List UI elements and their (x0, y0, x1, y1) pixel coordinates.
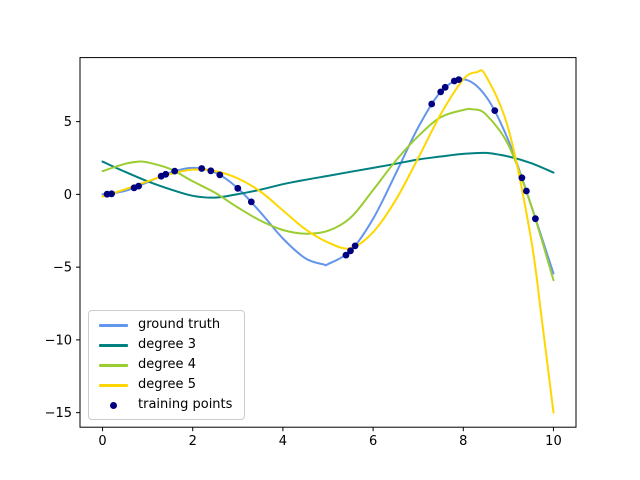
y-tick-label: −5 (53, 261, 72, 276)
dot-icon (110, 401, 117, 409)
y-tick-label: 5 (64, 115, 72, 130)
line-icon (99, 383, 128, 387)
legend-item-degree-5: degree 5 (99, 378, 232, 392)
series-line-degree-3 (101, 151, 555, 199)
training-point (437, 88, 445, 96)
training-point (207, 167, 215, 175)
x-tick-label: 4 (279, 434, 287, 449)
legend-line-swatch-icon (99, 363, 128, 367)
training-point (342, 251, 350, 259)
legend-label: degree 3 (138, 337, 196, 352)
legend-item-ground-truth: ground truth (99, 318, 232, 332)
legend-line-swatch-icon (99, 383, 128, 387)
line-icon (99, 363, 128, 367)
training-point (532, 215, 539, 223)
x-tick-label: 10 (545, 434, 562, 449)
legend-dot-swatch-icon (99, 401, 128, 409)
y-tick-label: −15 (45, 406, 72, 421)
series-line-degree-4 (101, 107, 555, 282)
training-point (171, 167, 179, 175)
x-tick-label: 6 (369, 434, 377, 449)
training-point (518, 174, 526, 182)
legend-label: degree 5 (138, 377, 196, 392)
x-tick-label: 2 (189, 434, 197, 449)
legend-label: degree 4 (138, 357, 196, 372)
training-point (108, 190, 115, 198)
line-icon (99, 343, 128, 347)
training-point (216, 171, 224, 179)
y-tick-label: −10 (45, 333, 72, 348)
legend-line-swatch-icon (99, 343, 128, 347)
training-point (455, 76, 463, 83)
training-point (523, 187, 530, 195)
legend: ground truth degree 3 degree 4 degree 5 trai… (88, 310, 246, 420)
series-line-ground-truth (101, 78, 555, 275)
legend-label: training points (138, 397, 233, 412)
training-point (428, 100, 436, 108)
x-tick-label: 0 (98, 434, 106, 449)
legend-item-training-points: training points (99, 398, 232, 412)
legend-line-swatch-icon (99, 323, 128, 327)
training-point (135, 182, 143, 190)
training-point (162, 170, 170, 178)
training-point (347, 247, 354, 255)
axes-frame (79, 57, 577, 428)
legend-label: ground truth (138, 317, 221, 332)
training-point (234, 184, 242, 192)
x-tick-label: 8 (459, 434, 467, 449)
training-point (441, 83, 449, 91)
training-point (351, 242, 359, 250)
training-point (491, 107, 499, 114)
training-point (247, 198, 255, 206)
line-icon (99, 323, 128, 327)
training-point (198, 165, 206, 172)
legend-item-degree-3: degree 3 (99, 338, 232, 352)
legend-item-degree-4: degree 4 (99, 358, 232, 372)
y-tick-label: 0 (64, 188, 72, 203)
